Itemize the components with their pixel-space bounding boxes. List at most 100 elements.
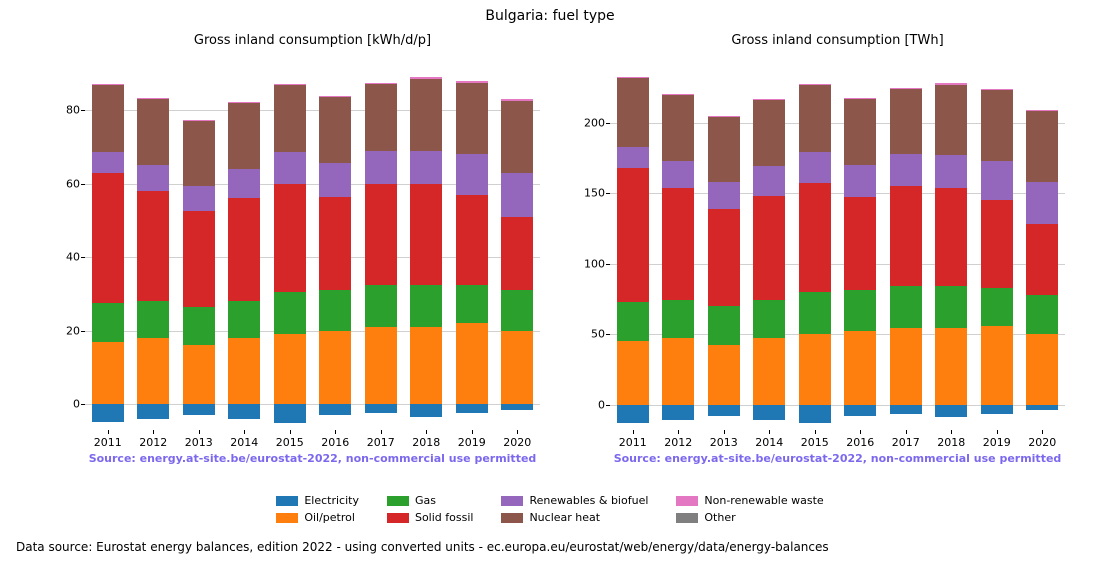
- bar-seg-solid: [1026, 224, 1058, 294]
- bar-seg-oil: [844, 331, 876, 404]
- bar-seg-solid: [228, 198, 260, 301]
- bar-seg-electricity: [319, 404, 351, 415]
- bar-seg-waste: [981, 89, 1013, 90]
- bar-seg-nuclear: [274, 84, 306, 152]
- bar-group: [319, 55, 351, 430]
- bar-seg-waste: [935, 83, 967, 84]
- xtick-label: 2020: [1022, 436, 1062, 449]
- ytick-label: 0: [565, 398, 605, 411]
- bar-seg-oil: [274, 334, 306, 404]
- xtick-label: 2016: [840, 436, 880, 449]
- bar-seg-electricity: [274, 404, 306, 422]
- bar-seg-solid: [410, 184, 442, 285]
- xtick-label: 2016: [315, 436, 355, 449]
- bar-seg-nuclear: [365, 84, 397, 150]
- bar-seg-electricity: [137, 404, 169, 419]
- bar-seg-waste: [456, 81, 488, 82]
- bar-seg-renew: [501, 173, 533, 217]
- legend-label: Renewables & biofuel: [529, 494, 648, 507]
- legend-swatch-solid: [387, 513, 409, 523]
- bar-group: [456, 55, 488, 430]
- bar-seg-nuclear: [501, 101, 533, 173]
- bar-seg-renew: [890, 154, 922, 186]
- bar-seg-electricity: [708, 405, 740, 416]
- bar-seg-gas: [410, 285, 442, 327]
- ytick-label: 40: [40, 251, 80, 264]
- xtick-label: 2013: [179, 436, 219, 449]
- bar-seg-waste: [753, 99, 785, 100]
- xtick-label: 2018: [406, 436, 446, 449]
- bar-seg-electricity: [844, 405, 876, 416]
- bar-seg-gas: [753, 300, 785, 338]
- bar-seg-solid: [708, 209, 740, 306]
- xtick-label: 2014: [749, 436, 789, 449]
- ytick-label: 100: [565, 257, 605, 270]
- bar-seg-electricity: [890, 405, 922, 415]
- xtick-label: 2014: [224, 436, 264, 449]
- bar-seg-nuclear: [753, 100, 785, 166]
- bar-seg-oil: [501, 331, 533, 405]
- bar-seg-electricity: [410, 404, 442, 417]
- xtick-label: 2015: [795, 436, 835, 449]
- bar-seg-renew: [1026, 182, 1058, 224]
- figure-suptitle: Bulgaria: fuel type: [0, 8, 1100, 24]
- bar-seg-electricity: [662, 405, 694, 421]
- bar-seg-electricity: [753, 405, 785, 421]
- bar-seg-gas: [981, 288, 1013, 326]
- bar-seg-oil: [319, 331, 351, 405]
- bar-seg-gas: [617, 302, 649, 341]
- bar-seg-waste: [1026, 110, 1058, 111]
- legend-label: Solid fossil: [415, 511, 473, 524]
- xtick-label: 2012: [133, 436, 173, 449]
- bar-seg-solid: [319, 197, 351, 291]
- right-source-note: Source: energy.at-site.be/eurostat-2022,…: [610, 452, 1065, 465]
- bar-seg-waste: [274, 84, 306, 85]
- bar-seg-renew: [274, 152, 306, 183]
- bar-seg-solid: [456, 195, 488, 285]
- xtick-label: 2019: [452, 436, 492, 449]
- bar-seg-gas: [274, 292, 306, 334]
- bar-group: [799, 55, 831, 430]
- bar-seg-gas: [456, 285, 488, 324]
- legend-item-electricity: Electricity: [276, 494, 359, 507]
- legend-label: Electricity: [304, 494, 359, 507]
- bar-seg-gas: [137, 301, 169, 338]
- legend-swatch-waste: [676, 496, 698, 506]
- bar-seg-renew: [844, 165, 876, 197]
- bar-seg-nuclear: [456, 83, 488, 155]
- bar-seg-solid: [890, 186, 922, 286]
- bar-seg-gas: [799, 292, 831, 334]
- bar-seg-oil: [410, 327, 442, 404]
- right-chart-title: Gross inland consumption [TWh]: [610, 33, 1065, 48]
- bar-seg-solid: [935, 188, 967, 287]
- bar-seg-oil: [365, 327, 397, 404]
- bar-seg-solid: [981, 200, 1013, 287]
- legend-item-solid: Solid fossil: [387, 511, 473, 524]
- bar-seg-waste: [228, 102, 260, 103]
- bar-seg-oil: [753, 338, 785, 404]
- xtick-label: 2020: [497, 436, 537, 449]
- bar-seg-renew: [617, 147, 649, 168]
- bar-seg-waste: [183, 120, 215, 121]
- bar-seg-oil: [137, 338, 169, 404]
- xtick-label: 2012: [658, 436, 698, 449]
- bar-seg-renew: [662, 161, 694, 188]
- bar-group: [501, 55, 533, 430]
- bar-seg-solid: [365, 184, 397, 285]
- bar-seg-nuclear: [981, 90, 1013, 160]
- xtick-label: 2011: [613, 436, 653, 449]
- bar-seg-renew: [799, 152, 831, 183]
- bar-seg-solid: [662, 188, 694, 301]
- ytick-label: 50: [565, 328, 605, 341]
- bar-seg-oil: [228, 338, 260, 404]
- bar-group: [365, 55, 397, 430]
- bar-group: [662, 55, 694, 430]
- bar-seg-gas: [890, 286, 922, 328]
- bar-seg-renew: [183, 186, 215, 212]
- bar-seg-gas: [1026, 295, 1058, 334]
- legend-swatch-nuclear: [501, 513, 523, 523]
- bar-seg-gas: [844, 290, 876, 331]
- bar-seg-renew: [319, 163, 351, 196]
- bar-seg-oil: [981, 326, 1013, 405]
- legend-label: Non-renewable waste: [704, 494, 823, 507]
